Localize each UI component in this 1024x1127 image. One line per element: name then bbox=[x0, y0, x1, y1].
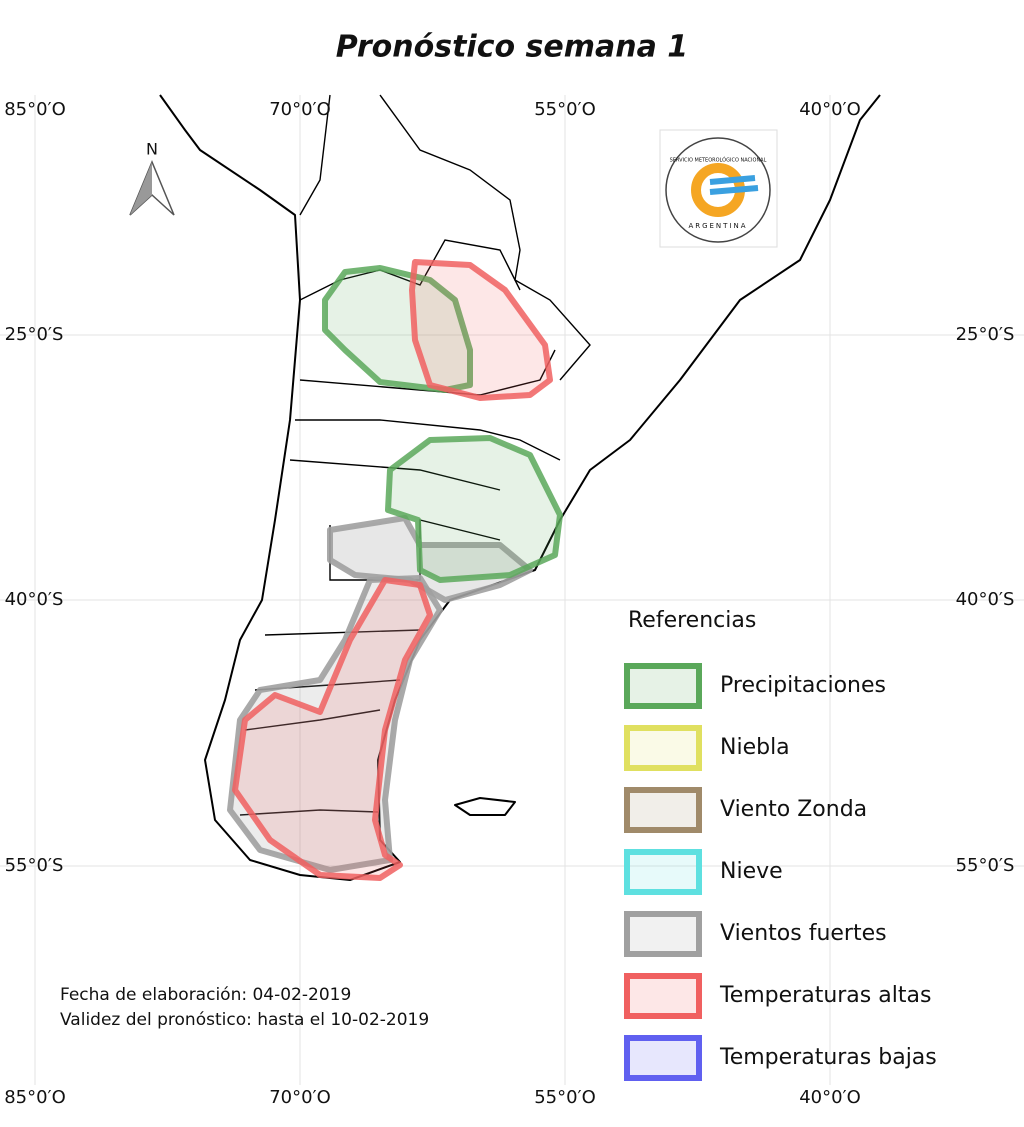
lon-label: 70°0′O bbox=[269, 99, 331, 120]
lon-label: 85°0′O bbox=[4, 99, 66, 120]
lon-label: 85°0′O bbox=[4, 1087, 66, 1108]
lat-label: 25°0′S bbox=[956, 324, 1015, 345]
lon-label: 70°0′O bbox=[269, 1087, 331, 1108]
north-label: N bbox=[146, 140, 158, 159]
lat-label: 55°0′S bbox=[956, 855, 1015, 876]
forecast-zones bbox=[227, 259, 563, 881]
footer-validity: Validez del pronóstico: hasta el 10-02-2… bbox=[60, 1010, 429, 1030]
legend-swatch bbox=[624, 973, 702, 1019]
legend-label: Nieve bbox=[720, 859, 783, 884]
legend-swatch bbox=[624, 787, 702, 833]
legend-label: Vientos fuertes bbox=[720, 921, 887, 946]
graticule bbox=[0, 95, 1024, 1085]
logo-country: ARGENTINA bbox=[688, 222, 747, 230]
legend-label: Viento Zonda bbox=[720, 797, 867, 822]
logo-name: SERVICIO METEOROLÓGICO NACIONAL bbox=[670, 157, 767, 164]
map-title: Pronóstico semana 1 bbox=[336, 30, 688, 65]
legend-swatch bbox=[624, 1035, 702, 1081]
logo: SERVICIO METEOROLÓGICO NACIONAL ARGENTIN… bbox=[659, 129, 778, 248]
lon-label: 40°0′O bbox=[799, 1087, 861, 1108]
lon-label: 40°0′O bbox=[799, 99, 861, 120]
legend-swatch bbox=[624, 849, 702, 895]
legend-label: Temperaturas altas bbox=[719, 983, 931, 1008]
legend-swatch bbox=[624, 663, 702, 709]
legend-swatch bbox=[624, 725, 702, 771]
legend-label: Niebla bbox=[720, 735, 790, 760]
legend-label: Temperaturas bajas bbox=[719, 1045, 937, 1070]
lat-label: 25°0′S bbox=[5, 324, 64, 345]
lat-label: 40°0′S bbox=[5, 589, 64, 610]
north-arrow: N bbox=[129, 140, 175, 216]
lon-label: 55°0′O bbox=[534, 99, 596, 120]
legend-label: Precipitaciones bbox=[720, 673, 886, 698]
lat-label: 40°0′S bbox=[956, 589, 1015, 610]
lat-label: 55°0′S bbox=[5, 855, 64, 876]
legend: Referencias Precipitaciones Niebla Viento … bbox=[624, 608, 937, 1081]
legend-title: Referencias bbox=[628, 608, 756, 633]
lon-label: 55°0′O bbox=[534, 1087, 596, 1108]
footer-created: Fecha de elaboración: 04-02-2019 bbox=[60, 985, 351, 1005]
graticule-labels: 85°0′O 85°0′O 70°0′O 70°0′O 55°0′O 55°0′O 40°0… bbox=[4, 99, 1014, 1108]
legend-swatch bbox=[624, 911, 702, 957]
